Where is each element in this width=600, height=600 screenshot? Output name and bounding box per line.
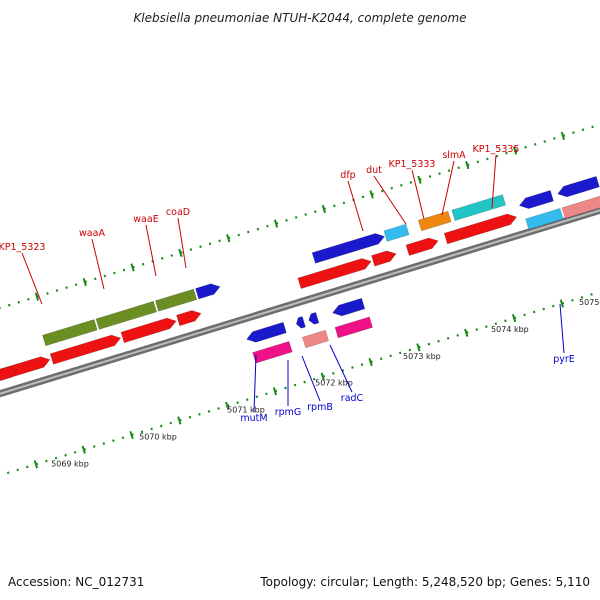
reverse-scale-row-major-tick (129, 430, 134, 440)
gene-label-kp1-5333-leader (411, 169, 425, 220)
cds-forward-arrow (297, 258, 372, 289)
page-title: Klebsiella pneumoniae NTUH-K2044, comple… (133, 11, 466, 25)
reverse-scale-row-major-tick (559, 299, 565, 308)
cds-forward-arrow (176, 310, 202, 327)
reverse-scale-row-major-tick (81, 445, 86, 454)
reverse-scale-row-major-tick (177, 416, 182, 425)
gene-reverse-blue (332, 297, 366, 317)
cds-forward-arrow (0, 366, 18, 381)
scale-tick-label: 5069 kbp (51, 459, 89, 468)
forward-scale-row-major-tick (560, 131, 566, 140)
reverse-scale-row-major-tick (511, 313, 517, 323)
gene-label-pyre-leader (559, 303, 565, 354)
forward-scale-row-major-tick (465, 160, 470, 170)
cds-forward-arrow (405, 237, 439, 256)
cds-reverse-pink (334, 316, 373, 339)
gene-reverse-blue (295, 316, 306, 329)
forward-scale-row-major-tick (82, 277, 87, 287)
reverse-scale-row-major-tick (368, 357, 373, 367)
gene-forward-olive (42, 319, 98, 347)
scale-tick-label: 5074 kbp (491, 325, 529, 334)
reverse-scale-row-major-tick (416, 343, 421, 352)
reverse-scale-row-major-tick (272, 387, 278, 396)
gene-label-kp1-5323: KP1_5323 (0, 242, 45, 253)
gene-forward-blue (311, 233, 386, 264)
scale-tick-label: 5075 kbp (579, 298, 600, 307)
gene-reverse-blue (518, 190, 554, 209)
gene-label-kp1-5333: KP1_5333 (389, 159, 436, 170)
cds-reverse-pink (252, 341, 293, 364)
gene-label-radc: radC (341, 393, 364, 404)
reverse-scale-row (0, 290, 600, 477)
gene-label-dfp: dfp (340, 170, 355, 181)
forward-scale-row-major-tick (178, 248, 183, 257)
gene-label-waaa: waaA (79, 228, 105, 239)
gene-label-rpmg: rpmG (275, 407, 302, 418)
forward-scale-row-major-tick (34, 292, 40, 301)
gene-forward-blue (195, 283, 221, 300)
reverse-scale-row-major-tick (320, 372, 325, 381)
genome-summary-text: Topology: circular; Length: 5,248,520 bp… (259, 575, 590, 589)
gene-label-coad: coaD (166, 207, 190, 218)
gene-forward-olive (154, 288, 198, 312)
cds-reverse-salmon (302, 329, 329, 349)
scale-tick-label: 5070 kbp (139, 433, 177, 442)
forward-scale-row-major-tick (369, 190, 374, 199)
cds-forward-arrow (120, 317, 177, 344)
scale-tick-label: 5073 kbp (403, 352, 441, 361)
gene-label-radc-leader (329, 344, 353, 393)
forward-scale-row-major-tick (226, 234, 231, 243)
gene-label-slma-leader (441, 160, 455, 216)
forward-scale-row-major-tick (273, 219, 279, 228)
forward-scale-row-major-tick (512, 146, 518, 155)
scale-tick-label: 5072 kbp (315, 379, 353, 388)
gene-label-rpmb-leader (301, 355, 321, 402)
forward-scale-row-major-tick (417, 175, 422, 184)
accession-text: Accession: NC_012731 (8, 575, 144, 589)
gene-forward-orange (417, 210, 452, 232)
gene-label-kp1-5323-leader (21, 252, 43, 305)
gene-label-mutm-leader (253, 354, 257, 413)
feature-tracks: 5069 kbp 5070 kbp 5071 kbp 5072 kbp 5073 kbp… (0, 123, 600, 477)
gene-label-mutm: mutM (240, 413, 267, 424)
cds-forward-arrow (49, 334, 122, 365)
gene-forward-olive (95, 300, 157, 330)
gene-label-kp1-5335: KP1_5335 (473, 144, 520, 155)
gene-label-dut-leader (373, 175, 407, 225)
gene-reverse-blue (246, 321, 287, 343)
gene-label-rpmb: rpmB (307, 402, 333, 413)
gene-label-waaa-leader (91, 238, 105, 290)
reverse-scale-row-major-tick (464, 328, 469, 337)
forward-scale-row-major-tick (130, 263, 135, 272)
cds-forward-arrow (371, 250, 397, 267)
scale-tick-label: 5071 kbp (227, 406, 265, 415)
cds-reverse-salmon (561, 195, 600, 219)
reverse-scale-row-major-tick (33, 460, 39, 469)
gene-label-pyre: pyrE (553, 354, 575, 365)
gene-reverse-blue (308, 312, 320, 325)
gene-forward-cyan (383, 223, 410, 242)
gene-reverse-blue (557, 176, 600, 198)
gene-label-waae: waaE (133, 214, 158, 225)
gene-label-coad-leader (177, 217, 187, 269)
forward-scale-row-major-tick (321, 204, 326, 214)
cds-forward-arrow (443, 213, 518, 245)
gene-label-slma: slmA (442, 150, 466, 161)
backbone-highlight (0, 209, 600, 395)
gene-reverse-cyan (525, 208, 564, 230)
gene-label-dfp-leader (347, 180, 364, 232)
gene-label-kp1-5335-leader (491, 154, 497, 209)
gene-label-waae-leader (145, 224, 157, 277)
gene-label-dut: dut (366, 165, 382, 176)
reverse-scale-row-major-tick (225, 401, 230, 410)
